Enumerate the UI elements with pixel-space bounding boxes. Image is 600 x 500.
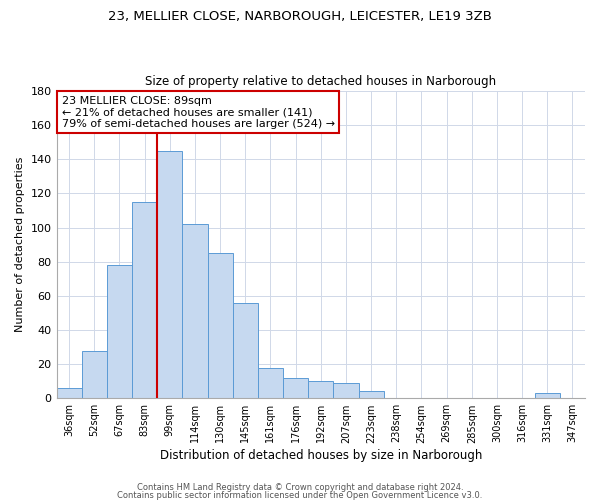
Text: Contains HM Land Registry data © Crown copyright and database right 2024.: Contains HM Land Registry data © Crown c…	[137, 484, 463, 492]
Bar	[107, 265, 132, 398]
Bar	[334, 383, 359, 398]
Y-axis label: Number of detached properties: Number of detached properties	[15, 157, 25, 332]
Bar	[283, 378, 308, 398]
Bar	[56, 388, 82, 398]
Bar	[535, 393, 560, 398]
Bar	[182, 224, 208, 398]
Bar	[308, 381, 334, 398]
Bar	[132, 202, 157, 398]
Text: Contains public sector information licensed under the Open Government Licence v3: Contains public sector information licen…	[118, 490, 482, 500]
Bar	[82, 350, 107, 399]
Bar	[359, 392, 383, 398]
Bar	[208, 253, 233, 398]
Title: Size of property relative to detached houses in Narborough: Size of property relative to detached ho…	[145, 76, 496, 88]
Text: 23, MELLIER CLOSE, NARBOROUGH, LEICESTER, LE19 3ZB: 23, MELLIER CLOSE, NARBOROUGH, LEICESTER…	[108, 10, 492, 23]
X-axis label: Distribution of detached houses by size in Narborough: Distribution of detached houses by size …	[160, 450, 482, 462]
Text: 23 MELLIER CLOSE: 89sqm
← 21% of detached houses are smaller (141)
79% of semi-d: 23 MELLIER CLOSE: 89sqm ← 21% of detache…	[62, 96, 335, 129]
Bar	[157, 151, 182, 398]
Bar	[233, 302, 258, 398]
Bar	[258, 368, 283, 398]
